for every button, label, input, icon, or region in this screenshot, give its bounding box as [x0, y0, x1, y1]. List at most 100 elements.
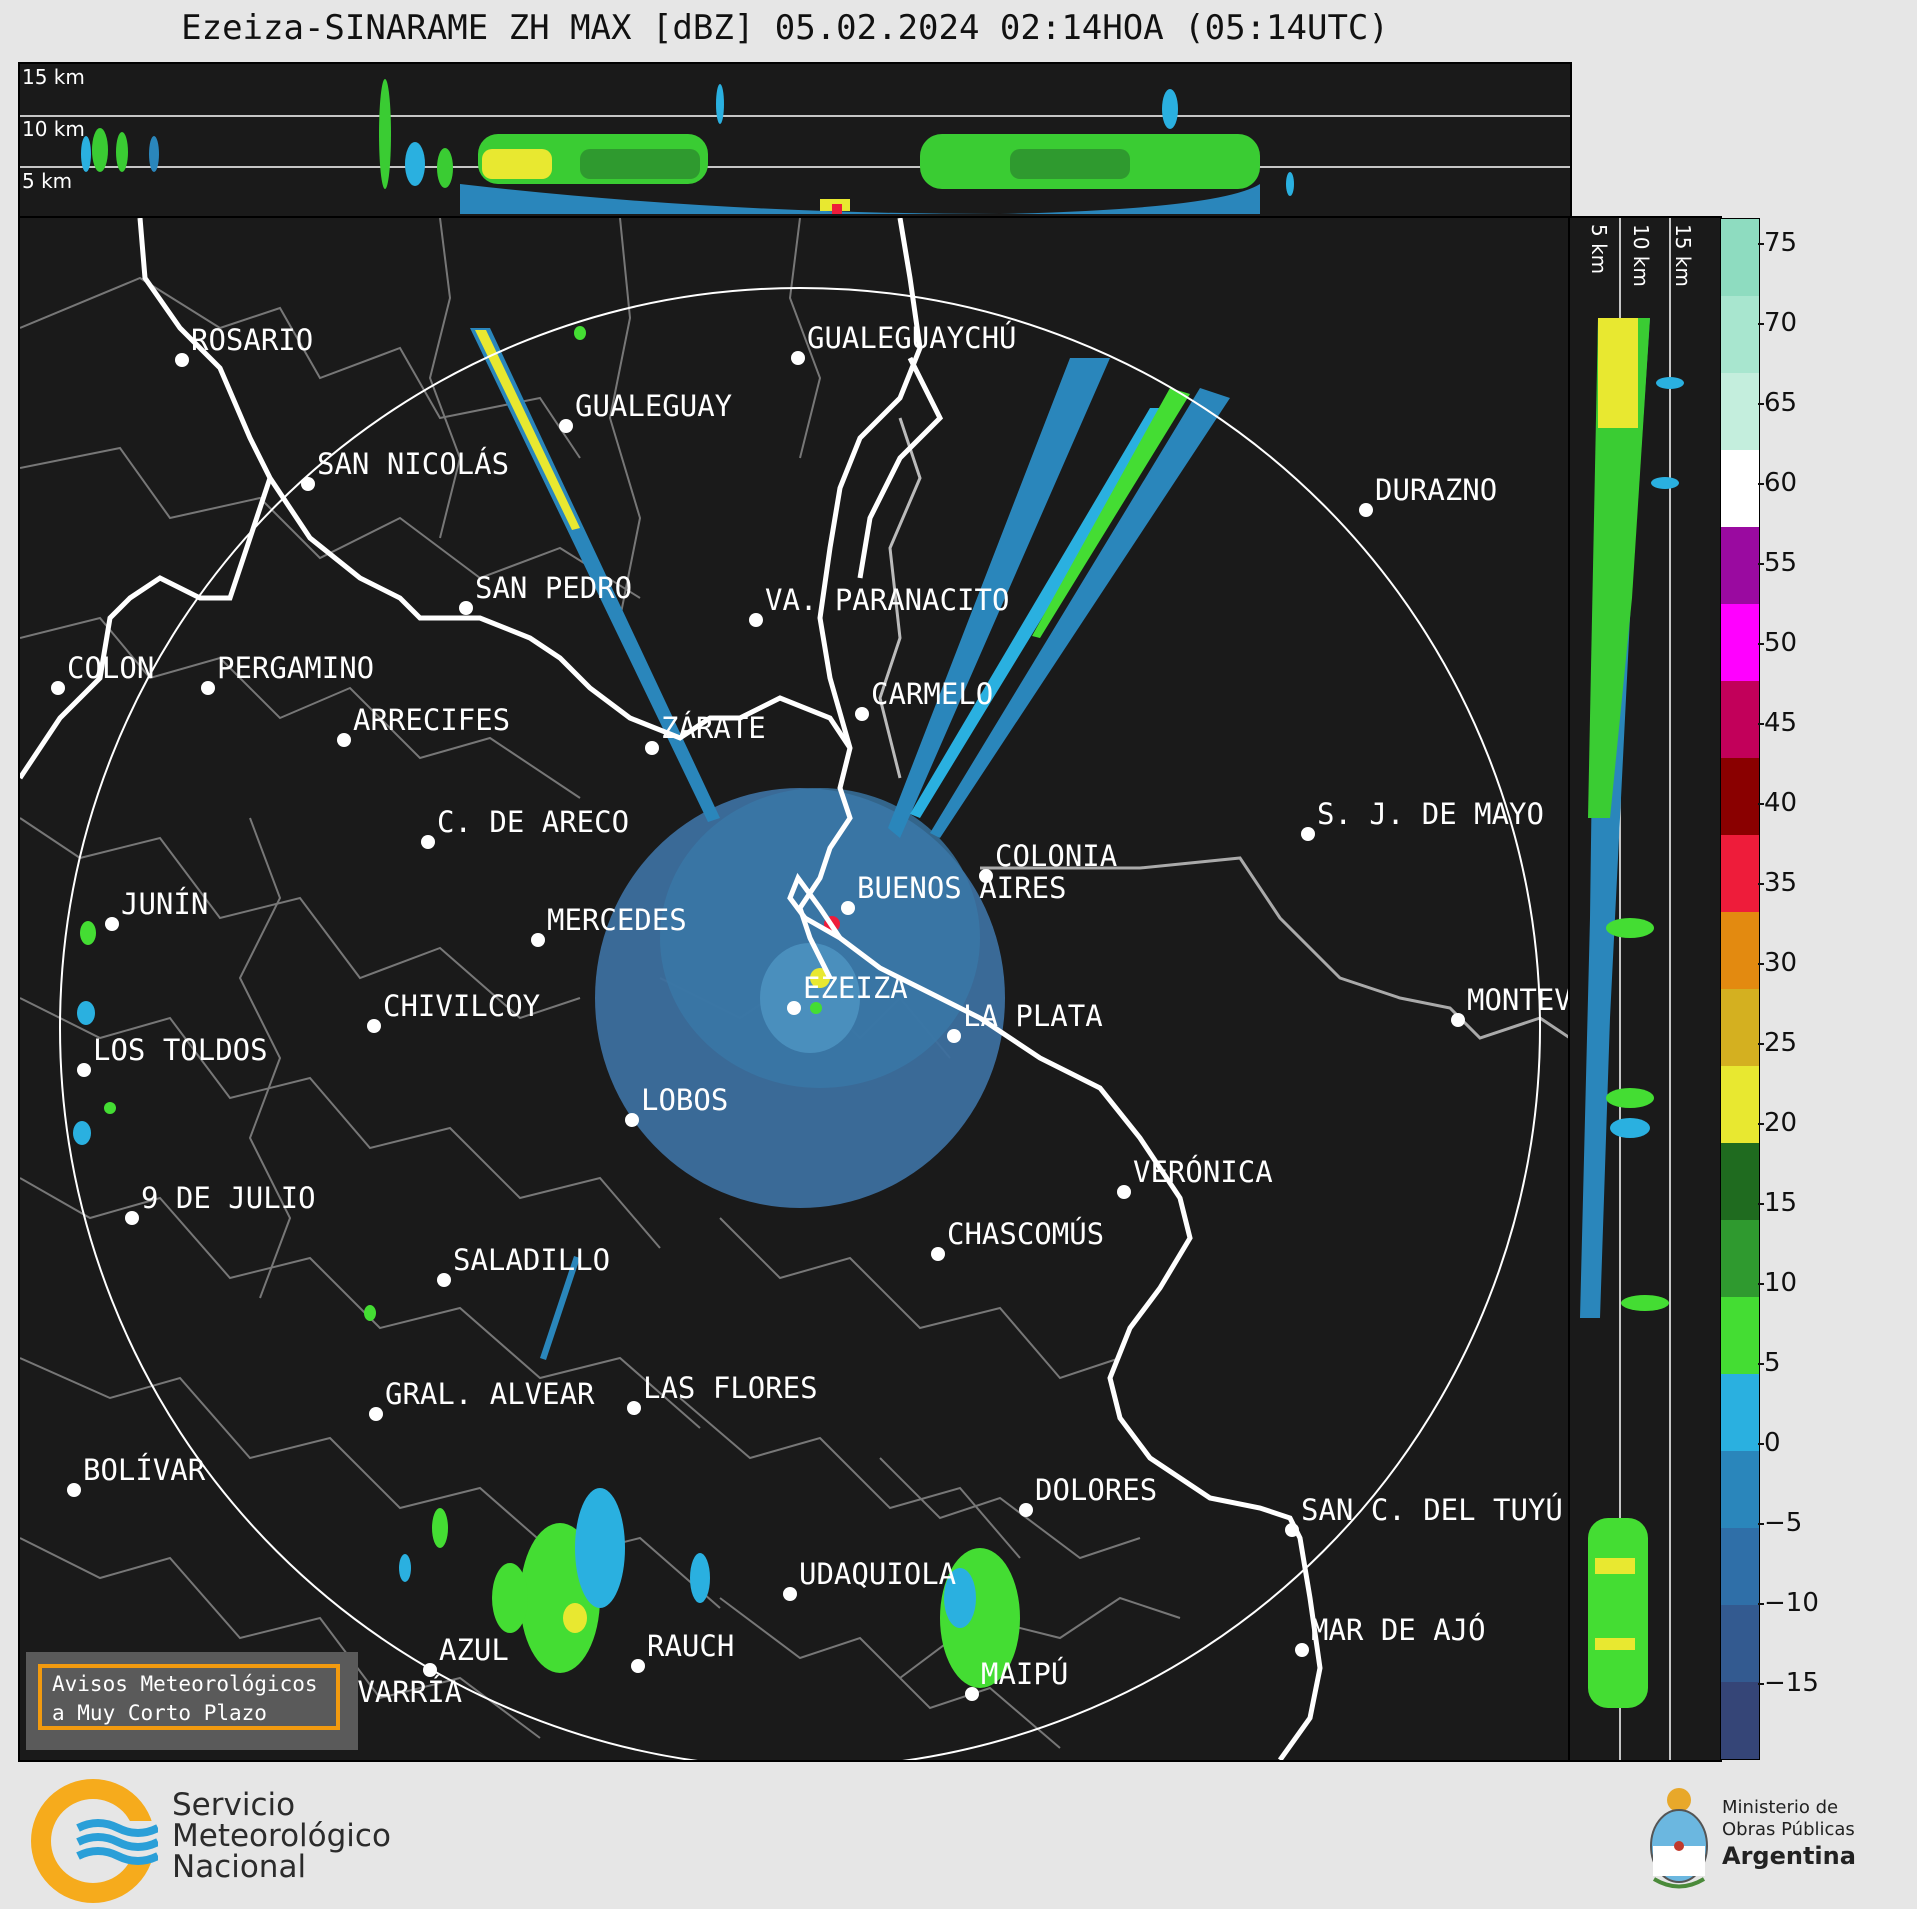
city-label: CHASCOMÚS: [947, 1217, 1104, 1251]
radar-echo-west-cells: [73, 326, 586, 1321]
city-marker: PERGAMINO: [201, 651, 374, 695]
city-label: VA. PARANACITO: [765, 583, 1009, 617]
city-marker: ZÁRATE: [645, 711, 766, 755]
colorbar-tick: [1758, 323, 1764, 325]
city-marker: C. DE ARECO: [421, 805, 629, 849]
radar-map-panel[interactable]: ROSARIO GUALEGUAYCHÚ GUALEGUAY SAN NICOLÁS D…: [18, 216, 1572, 1762]
city-dot: [631, 1659, 645, 1673]
city-label: ROSARIO: [191, 323, 313, 357]
colorbar-tick-label: 70: [1764, 308, 1798, 338]
colorbar-tick-label: 25: [1764, 1028, 1798, 1058]
radar-range-ring: [59, 287, 1541, 1760]
city-marker: SAN PEDRO: [459, 571, 632, 615]
city-marker: S. J. DE MAYO: [1301, 797, 1544, 841]
ministerio-line1: Ministerio de: [1722, 1797, 1839, 1818]
city-marker: COLONIA: [979, 839, 1117, 883]
city-label: MAR DE AJÓ: [1311, 1613, 1486, 1647]
smn-line3: Nacional: [172, 1849, 307, 1885]
city-label: RAUCH: [647, 1629, 734, 1663]
colorbar-tick-label: 75: [1764, 228, 1798, 258]
city-marker: CHASCOMÚS: [931, 1217, 1104, 1261]
uruguay-coast: [980, 856, 1570, 1040]
city-label: GUALEGUAYCHÚ: [807, 321, 1017, 355]
colorbar-tick: [1758, 563, 1764, 565]
colorbar-tick: [1758, 1203, 1764, 1205]
colorbar-tick-label: −5: [1764, 1508, 1803, 1538]
city-dot: [783, 1587, 797, 1601]
side-profile-graphic: 5 km 10 km 15 km: [1580, 218, 1695, 1760]
city-marker: BOLÍVAR: [67, 1453, 206, 1497]
avisos-link[interactable]: Avisos Meteorológicos a Muy Corto Plazo: [38, 1664, 340, 1730]
colorbar-tick-label: 40: [1764, 788, 1798, 818]
city-dot: [645, 741, 659, 755]
side-height-label-10: 10 km: [1629, 224, 1653, 287]
argentina-coat-of-arms-icon: [1650, 1788, 1708, 1889]
city-marker: DURAZNO: [1359, 473, 1497, 517]
city-dot: [979, 869, 993, 883]
city-dot: [125, 1211, 139, 1225]
city-dot: [1451, 1013, 1465, 1027]
top-profile-graphic: 15 km 10 km 5 km: [20, 65, 1570, 214]
city-marker: GRAL. ALVEAR: [369, 1377, 595, 1421]
city-label: AZUL: [439, 1633, 509, 1667]
city-label: SALADILLO: [453, 1243, 610, 1277]
colorbar-tick-label: 60: [1764, 468, 1798, 498]
smn-logo-icon: [31, 1779, 158, 1903]
city-label: LOBOS: [641, 1083, 728, 1117]
city-label: SAN C. DEL TUYÚ: [1301, 1493, 1563, 1527]
city-marker: VA. PARANACITO: [749, 583, 1009, 627]
smn-line1: Servicio: [172, 1787, 296, 1823]
city-marker: VERÓNICA: [1117, 1155, 1273, 1199]
city-marker: DOLORES: [1019, 1473, 1157, 1517]
city-dot: [367, 1019, 381, 1033]
city-dot: [1295, 1643, 1309, 1657]
city-marker: MONTEVIDEO: [1451, 983, 1570, 1027]
city-dot: [459, 601, 473, 615]
city-label: S. J. DE MAYO: [1317, 797, 1544, 831]
radar-map-graphic[interactable]: [20, 218, 1570, 1760]
city-marker: AZUL: [423, 1633, 509, 1677]
city-marker: JUNÍN: [105, 887, 208, 931]
city-dot: [1301, 827, 1315, 841]
city-marker: LOS TOLDOS: [77, 1033, 268, 1077]
city-marker: ROSARIO: [175, 323, 313, 367]
colorbar-tick: [1758, 1683, 1764, 1685]
colorbar-tick-label: 15: [1764, 1188, 1798, 1218]
city-dot: [841, 901, 855, 915]
city-dot: [931, 1247, 945, 1261]
side-height-profile-panel: 5 km 10 km 15 km: [1568, 216, 1722, 1762]
city-label: LA PLATA: [963, 999, 1103, 1033]
city-dot: [559, 419, 573, 433]
city-marker: CARMELO: [855, 677, 993, 721]
colorbar-tick-label: −15: [1764, 1668, 1819, 1698]
avisos-box[interactable]: Avisos Meteorológicos a Muy Corto Plazo: [26, 1652, 358, 1750]
city-label: UDAQUIOLA: [799, 1557, 956, 1591]
city-dot: [337, 733, 351, 747]
ministerio-line3: Argentina: [1722, 1842, 1856, 1870]
city-label: EZEIZA: [803, 971, 908, 1005]
city-label: PERGAMINO: [217, 651, 374, 685]
city-dot: [965, 1687, 979, 1701]
colorbar-tick-label: 50: [1764, 628, 1798, 658]
colorbar-tick-label: 65: [1764, 388, 1798, 418]
top-echo-band-left: [81, 128, 159, 172]
city-marker: CHIVILCOY: [367, 989, 540, 1033]
city-dot: [531, 933, 545, 947]
side-height-label-5: 5 km: [1587, 224, 1611, 274]
city-label: COLON: [67, 651, 154, 685]
city-dot: [947, 1029, 961, 1043]
smn-logo-text: Servicio Meteorológico Nacional: [172, 1790, 391, 1883]
city-marker: RAUCH: [631, 1629, 734, 1673]
city-marker: ARRECIFES: [337, 703, 510, 747]
colorbar-tick: [1758, 1523, 1764, 1525]
city-marker: LOBOS: [625, 1083, 728, 1127]
city-dot: [51, 681, 65, 695]
dbz-colorbar: [1720, 218, 1760, 1760]
city-label: LAS FLORES: [643, 1371, 818, 1405]
city-dot: [749, 613, 763, 627]
city-marker: EZEIZA: [787, 971, 908, 1015]
city-marker: BUENOS AIRES: [841, 871, 1067, 915]
top-height-profile-panel: 15 km 10 km 5 km: [18, 62, 1572, 220]
city-dot: [787, 1001, 801, 1015]
city-dot: [67, 1483, 81, 1497]
